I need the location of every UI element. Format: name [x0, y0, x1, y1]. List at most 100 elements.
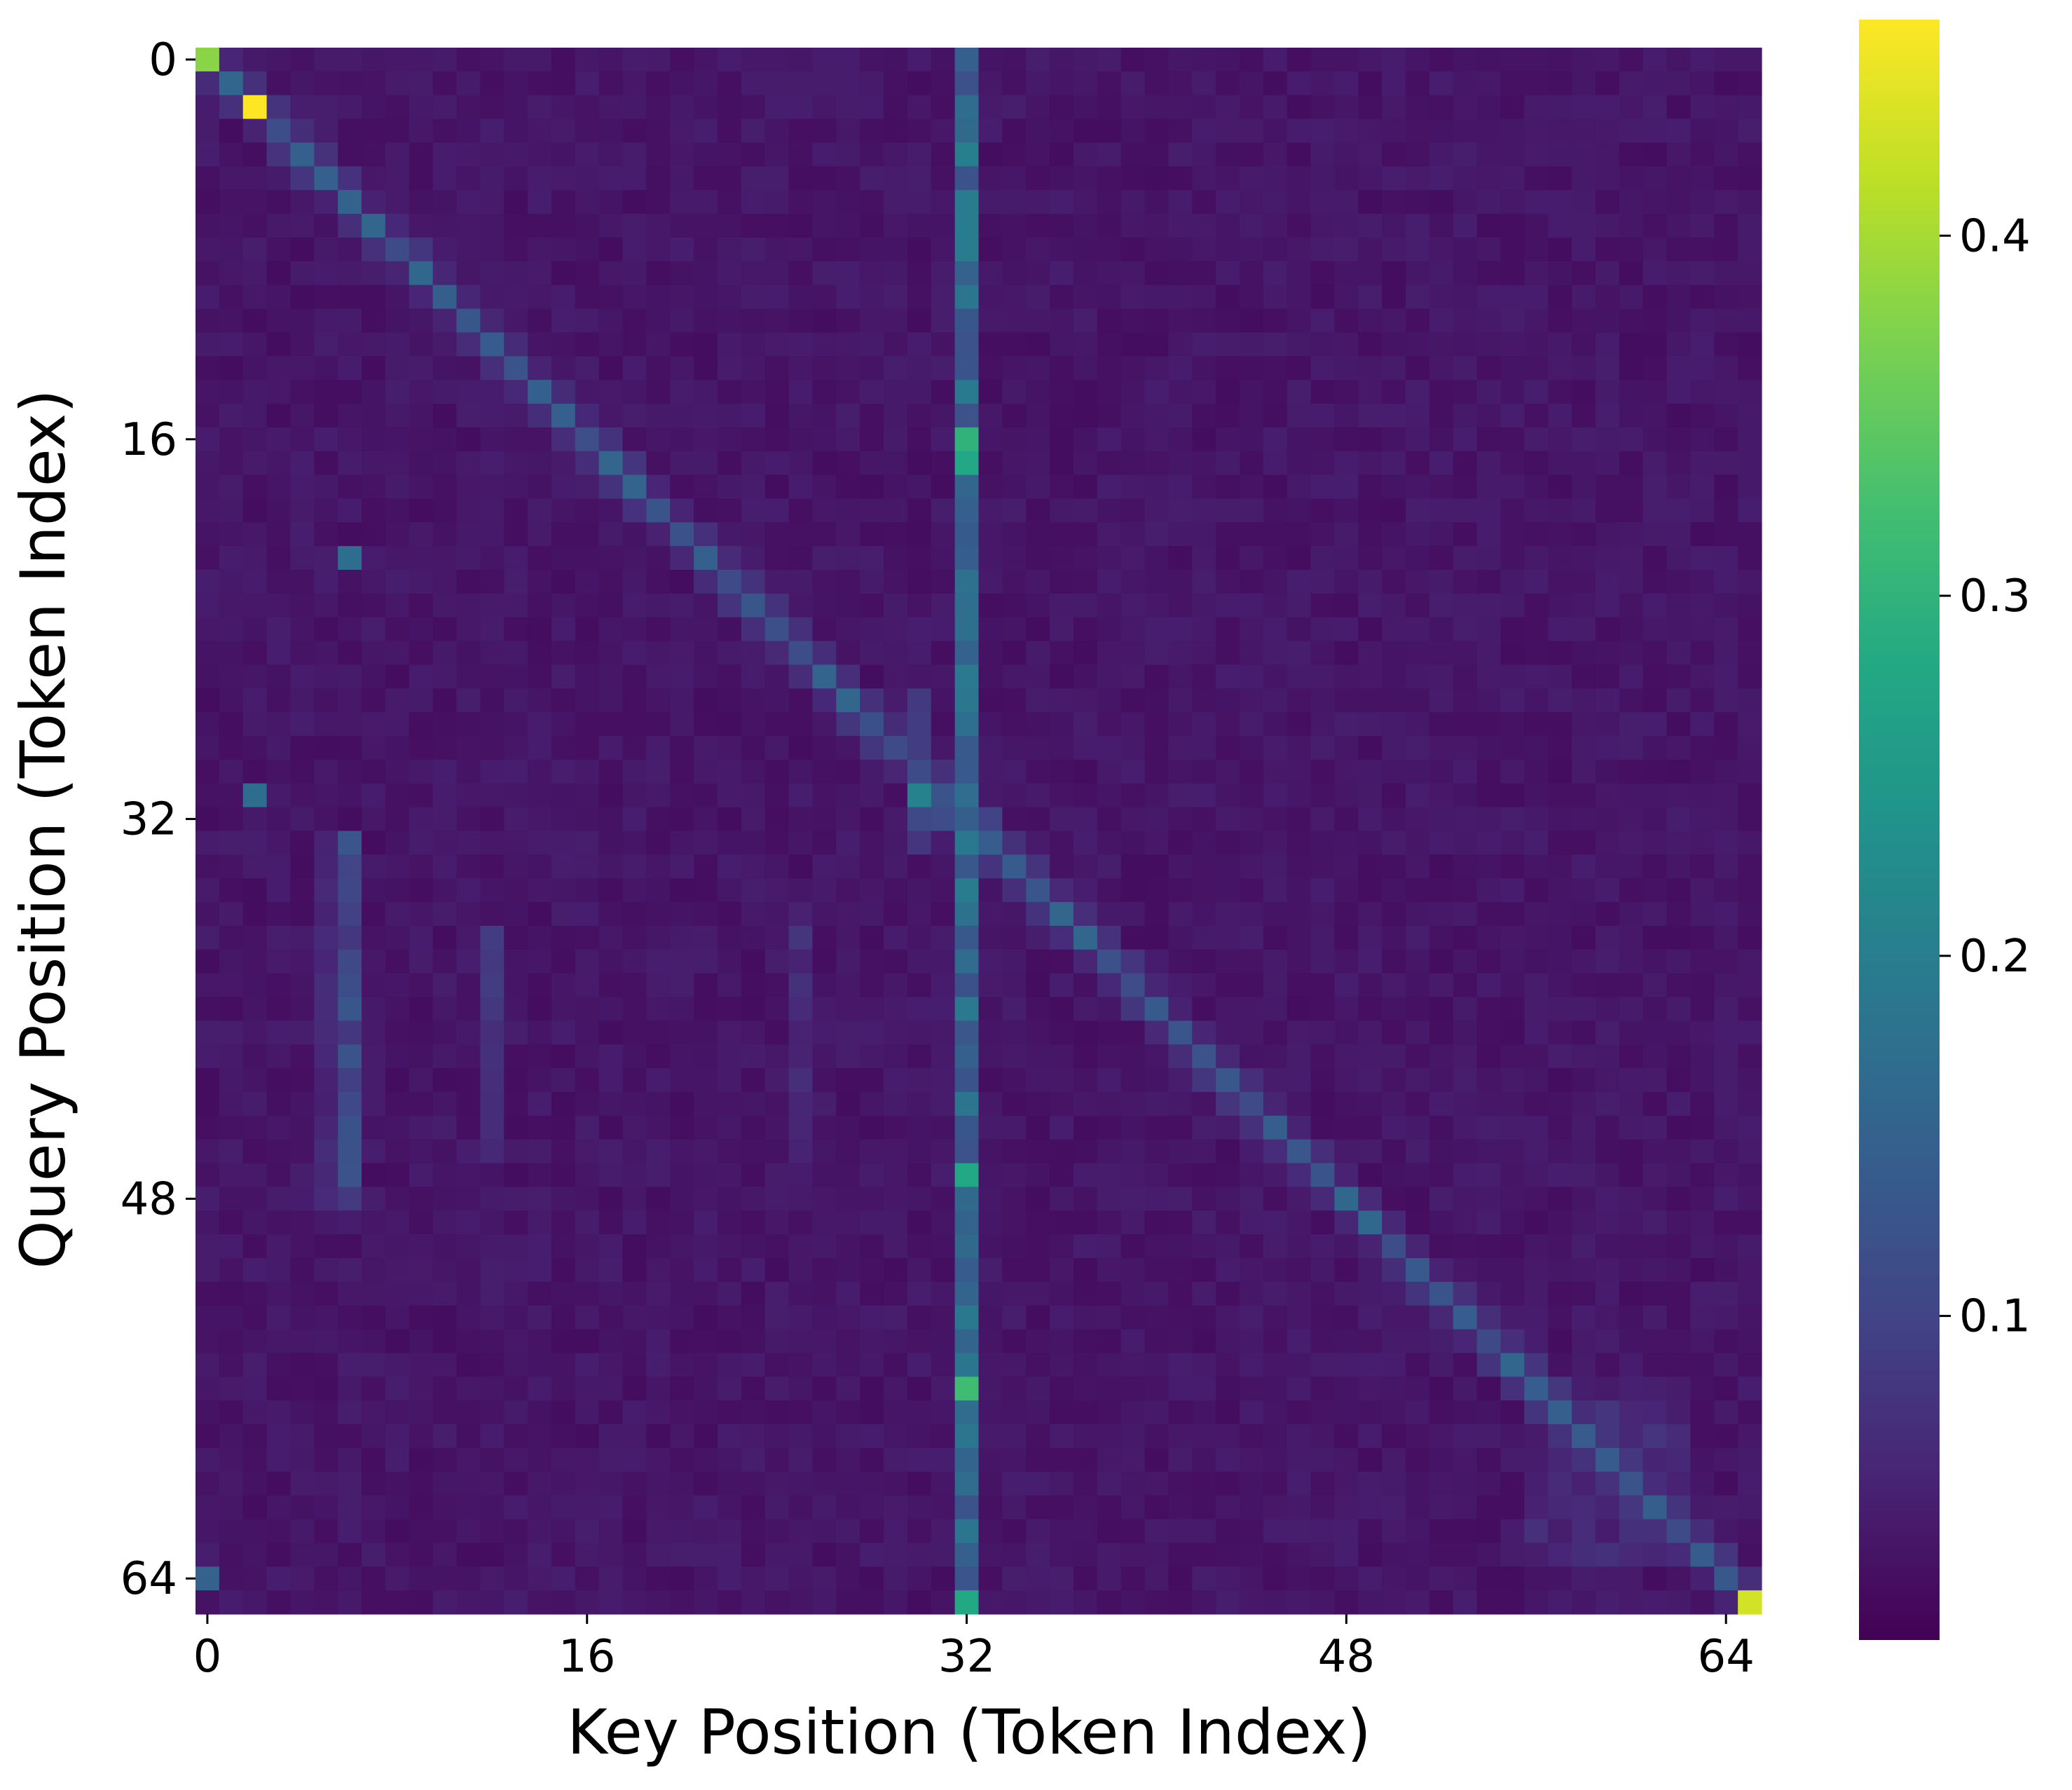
heatmap-cell: [528, 1543, 552, 1567]
heatmap-cell: [1429, 664, 1454, 689]
heatmap-cell: [314, 403, 338, 428]
heatmap-cell: [1192, 498, 1216, 523]
heatmap-cell: [1358, 973, 1383, 998]
heatmap-cell: [1619, 854, 1644, 879]
heatmap-cell: [1500, 1234, 1525, 1259]
heatmap-cell: [1310, 1305, 1336, 1330]
heatmap-cell: [670, 1281, 694, 1306]
heatmap-cell: [1310, 190, 1336, 214]
heatmap-cell: [812, 712, 837, 737]
heatmap-cell: [432, 1471, 458, 1496]
heatmap-cell: [1026, 925, 1050, 950]
heatmap-cell: [1406, 1424, 1430, 1449]
heatmap-cell: [646, 522, 671, 547]
heatmap-cell: [1334, 736, 1359, 760]
heatmap-cell: [575, 902, 600, 927]
heatmap-cell: [1524, 332, 1549, 357]
heatmap-cell: [1216, 498, 1240, 523]
heatmap-cell: [480, 48, 505, 72]
heatmap-cell: [266, 356, 291, 381]
heatmap-cell: [860, 1139, 884, 1164]
heatmap-cell: [646, 48, 671, 72]
heatmap-cell: [1690, 949, 1715, 974]
heatmap-cell: [788, 854, 814, 879]
heatmap-cell: [670, 1163, 694, 1188]
heatmap-cell: [1358, 925, 1383, 950]
heatmap-cell: [1358, 570, 1383, 594]
heatmap-cell: [338, 1163, 362, 1188]
heatmap-cell: [978, 1187, 1003, 1211]
heatmap-cell: [1548, 1258, 1572, 1283]
heatmap-cell: [1595, 546, 1620, 571]
heatmap-cell: [551, 570, 576, 594]
heatmap-cell: [551, 1068, 576, 1093]
heatmap-cell: [1168, 546, 1193, 571]
heatmap-cell: [1429, 878, 1454, 903]
heatmap-cell: [1287, 1353, 1312, 1377]
heatmap-cell: [409, 997, 434, 1022]
heatmap-cell: [1050, 712, 1074, 737]
heatmap-cell: [1382, 878, 1406, 903]
heatmap-cell: [242, 997, 268, 1022]
heatmap-cell: [290, 1092, 315, 1116]
heatmap-cell: [1548, 1139, 1572, 1164]
heatmap-cell: [907, 617, 932, 642]
heatmap-cell: [242, 142, 268, 167]
heatmap-cell: [718, 664, 742, 689]
heatmap-cell: [622, 1068, 647, 1093]
heatmap-cell: [1026, 48, 1050, 72]
heatmap-cell: [836, 308, 860, 333]
heatmap-cell: [670, 1495, 694, 1520]
heatmap-cell: [1524, 688, 1549, 713]
heatmap-cell: [528, 925, 552, 950]
heatmap-cell: [954, 1281, 980, 1306]
heatmap-cell: [1500, 1353, 1525, 1377]
heatmap-cell: [480, 1163, 505, 1188]
heatmap-cell: [1050, 166, 1074, 191]
heatmap-cell: [385, 641, 410, 666]
heatmap-cell: [741, 71, 766, 96]
heatmap-cell: [504, 973, 528, 998]
heatmap-cell: [1524, 1281, 1549, 1306]
heatmap-cell: [646, 308, 671, 333]
heatmap-cell: [1476, 1424, 1502, 1449]
heatmap-cell: [907, 570, 932, 594]
heatmap-cell: [362, 1566, 386, 1591]
heatmap-cell: [362, 807, 386, 832]
heatmap-cell: [1073, 593, 1098, 618]
heatmap-cell: [646, 1424, 671, 1449]
heatmap-cell: [504, 522, 528, 547]
heatmap-cell: [1144, 166, 1169, 191]
heatmap-cell: [694, 783, 718, 808]
heatmap-cell: [1406, 807, 1430, 832]
heatmap-cell: [622, 1020, 647, 1045]
heatmap-cell: [1453, 166, 1478, 191]
heatmap-cell: [1595, 878, 1620, 903]
heatmap-cell: [860, 285, 884, 310]
heatmap-cell: [551, 997, 576, 1022]
heatmap-cell: [978, 878, 1003, 903]
heatmap-cell: [764, 1163, 790, 1188]
heatmap-cell: [1690, 332, 1715, 357]
heatmap-cell: [219, 1305, 244, 1330]
heatmap-cell: [1595, 1590, 1620, 1615]
heatmap-cell: [1572, 1305, 1596, 1330]
heatmap-cell: [741, 1424, 766, 1449]
heatmap-cell: [266, 1020, 291, 1045]
heatmap-cell: [242, 1068, 268, 1093]
heatmap-cell: [1192, 925, 1216, 950]
heatmap-cell: [1476, 498, 1502, 523]
heatmap-cell: [860, 142, 884, 167]
heatmap-cell: [931, 1281, 956, 1306]
heatmap-cell: [1524, 736, 1549, 760]
heatmap-cell: [1097, 736, 1122, 760]
heatmap-cell: [1548, 71, 1572, 96]
heatmap-cell: [1524, 95, 1549, 120]
heatmap-cell: [1144, 546, 1169, 571]
heatmap-cell: [1382, 854, 1406, 879]
heatmap-cell: [1476, 1447, 1502, 1473]
heatmap-cell: [480, 71, 505, 96]
heatmap-cell: [1240, 522, 1264, 547]
heatmap-cell: [741, 1305, 766, 1330]
heatmap-cell: [1334, 783, 1359, 808]
